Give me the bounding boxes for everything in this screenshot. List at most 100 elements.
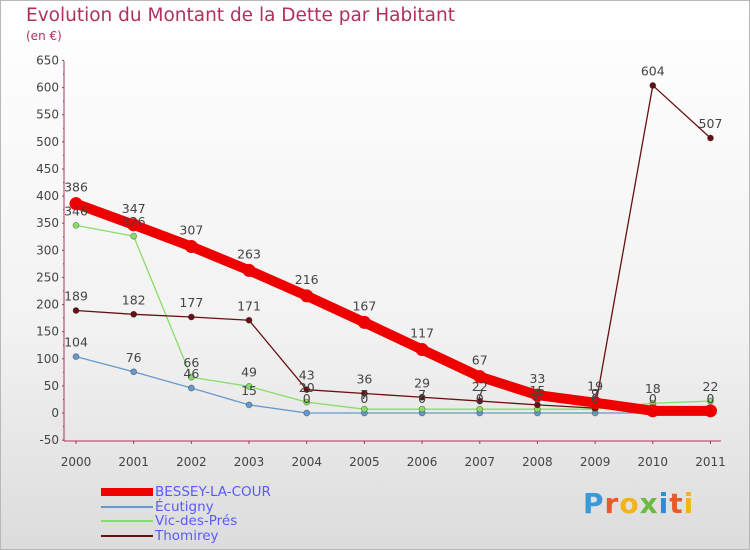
- data-point: [357, 315, 371, 329]
- data-point: [245, 383, 253, 390]
- x-tick-label: 2002: [176, 455, 207, 469]
- data-label: 7: [533, 387, 541, 402]
- data-point: [303, 386, 311, 394]
- y-tick-label: 50: [44, 379, 59, 393]
- data-point: [415, 343, 429, 357]
- brand-logo: Proxiti: [583, 487, 694, 520]
- data-label: 0: [418, 391, 426, 406]
- data-point: [242, 263, 256, 277]
- data-label: 216: [295, 272, 319, 287]
- brand-letter: r: [604, 487, 620, 520]
- y-tick-label: 400: [36, 189, 59, 203]
- data-label: 182: [122, 292, 146, 307]
- data-label: 104: [64, 335, 88, 350]
- legend-swatch: [101, 505, 153, 508]
- legend-label: Vic-des-Prés: [155, 513, 238, 529]
- data-label: 49: [241, 364, 257, 379]
- data-point: [72, 221, 80, 229]
- data-label: 7: [476, 387, 484, 402]
- data-point: [130, 310, 138, 318]
- brand-letter: x: [639, 487, 659, 520]
- data-point: [707, 397, 714, 405]
- data-point: [707, 134, 714, 142]
- data-point: [530, 388, 544, 402]
- data-label: 7: [418, 387, 426, 402]
- data-label: 177: [179, 295, 203, 310]
- data-point: [703, 404, 717, 418]
- data-label: 171: [237, 298, 261, 313]
- y-tick-label: 150: [36, 325, 59, 339]
- brand-letter: i: [658, 487, 670, 520]
- series-line: [75, 84, 712, 409]
- brand-letter: i: [683, 487, 695, 520]
- data-point: [72, 307, 80, 314]
- y-tick-label: -50: [39, 433, 59, 447]
- legend-label: Thomirey: [155, 527, 219, 544]
- data-point: [69, 197, 83, 211]
- data-label: 0: [591, 391, 599, 406]
- y-tick-label: 200: [36, 298, 59, 312]
- x-tick-label: 2005: [349, 455, 380, 469]
- data-label: 22: [703, 379, 719, 394]
- data-label: 29: [414, 375, 430, 390]
- x-tick-label: 2009: [580, 455, 611, 469]
- data-point: [360, 405, 368, 413]
- y-tick-label: 0: [51, 406, 59, 420]
- legend-label: Écutigny: [155, 498, 214, 515]
- data-label: 19: [587, 379, 603, 394]
- data-label: 0: [533, 391, 541, 406]
- data-label: 0: [707, 391, 715, 406]
- data-point: [303, 409, 311, 417]
- data-label: 7: [591, 387, 599, 402]
- data-label: 22: [472, 379, 488, 394]
- data-point: [303, 398, 311, 406]
- y-tick-label: 450: [36, 162, 59, 176]
- data-label: 43: [299, 368, 315, 383]
- y-tick-label: 650: [36, 54, 59, 68]
- data-point: [72, 353, 80, 361]
- y-tick-label: 500: [36, 135, 59, 149]
- y-tick-label: 550: [36, 108, 59, 122]
- data-label: 67: [472, 353, 488, 368]
- data-label: 20: [299, 380, 315, 395]
- data-label: 507: [699, 116, 723, 131]
- data-label: 117: [410, 326, 434, 341]
- x-tick-label: 2011: [695, 455, 726, 469]
- data-label: 0: [360, 391, 368, 406]
- data-label: 0: [649, 391, 657, 406]
- brand-letter: o: [619, 487, 640, 520]
- data-point: [300, 289, 314, 303]
- chart-title: Evolution du Montant de la Dette par Hab…: [26, 5, 455, 26]
- data-point: [130, 368, 138, 376]
- legend-swatch: [101, 520, 153, 523]
- data-label: 326: [122, 214, 146, 229]
- x-tick-label: 2001: [118, 455, 149, 469]
- data-label: 189: [64, 289, 88, 304]
- data-point: [476, 405, 484, 413]
- series-vic-des-pr-s: [72, 221, 714, 413]
- x-tick-label: 2007: [464, 455, 495, 469]
- data-label: 604: [641, 63, 665, 78]
- data-label: 15: [241, 383, 257, 398]
- data-label: 15: [529, 383, 545, 398]
- data-point: [187, 313, 195, 321]
- data-point: [649, 82, 657, 89]
- x-tick-label: 2004: [291, 455, 322, 469]
- series-line: [75, 224, 712, 410]
- data-point: [646, 404, 660, 418]
- data-label: 46: [183, 366, 199, 381]
- x-tick-label: 2010: [638, 455, 669, 469]
- series-line: [75, 355, 712, 414]
- data-label: 18: [645, 381, 661, 396]
- chart-unit: (en €): [26, 29, 62, 43]
- y-tick-label: 600: [36, 81, 59, 95]
- legend-swatch: [101, 534, 153, 537]
- data-point: [418, 405, 426, 413]
- data-label: 307: [179, 223, 203, 238]
- data-point: [534, 401, 541, 409]
- brand-letter: t: [669, 487, 684, 520]
- x-tick-label: 2000: [61, 455, 92, 469]
- series-thomirey: [72, 82, 714, 412]
